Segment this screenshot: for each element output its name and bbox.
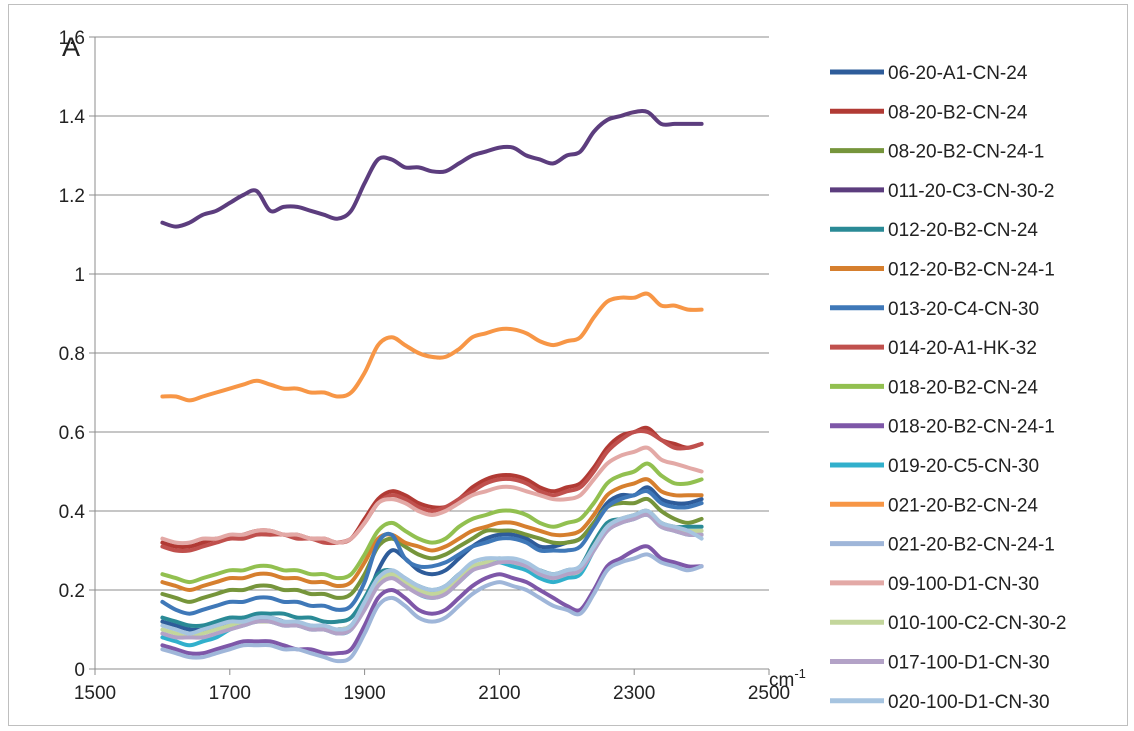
- legend: 06-20-A1-CN-24 08-20-B2-CN-24 08-20-B2-CN-…: [830, 63, 1066, 713]
- series-line-14: [160, 445, 704, 546]
- legend-item-label: 012-20-B2-CN-24-1: [888, 260, 1055, 281]
- series-line-17: [160, 508, 704, 636]
- legend-item-label: 013-20-C4-CN-30: [888, 299, 1039, 320]
- series-line-7: [160, 489, 704, 616]
- y-tick-label: 0.2: [59, 581, 85, 602]
- series-line-12: [160, 291, 704, 403]
- axes: 0 0.2 0.4 0.6 0.8 1 1.2 1.4 1.6 1500 1700 1900 2100 2…: [59, 28, 791, 704]
- series-line-4: [160, 109, 704, 229]
- series-line-13: [160, 552, 704, 664]
- y-tick-label: 1.6: [59, 28, 85, 49]
- y-tick-label: 1.4: [59, 107, 86, 128]
- legend-item-label: 019-20-C5-CN-30: [888, 456, 1039, 477]
- series-line-8: [160, 429, 704, 554]
- legend-item-label: 010-100-C2-CN-30-2: [888, 613, 1066, 634]
- y-tick-label: 1.2: [59, 186, 85, 207]
- legend-item-label: 018-20-B2-CN-24: [888, 377, 1038, 398]
- legend-item-label: 012-20-B2-CN-24: [888, 220, 1038, 241]
- chart-frame: [8, 4, 1128, 726]
- legend-item-label: 011-20-C3-CN-30-2: [888, 181, 1055, 202]
- series-line-16: [160, 512, 704, 640]
- series-line-9: [160, 461, 704, 585]
- y-tick-label: 0: [74, 660, 85, 681]
- corner-label: A: [62, 32, 80, 62]
- y-tick-label: 0.4: [59, 502, 86, 523]
- legend-item-label: 021-20-B2-CN-24: [888, 495, 1038, 516]
- legend-item-label: 08-20-B2-CN-24-1: [888, 142, 1044, 163]
- y-tick-label: 0.6: [59, 423, 85, 444]
- x-axis-unit: cm: [769, 670, 794, 691]
- series-line-10: [160, 544, 704, 656]
- x-axis-unit-superscript: -1: [794, 666, 806, 681]
- y-tick-label: 0.8: [59, 344, 85, 365]
- x-tick-label: 1700: [209, 683, 251, 704]
- legend-item-label: 020-100-D1-CN-30: [888, 692, 1050, 713]
- legend-item-label: 021-20-B2-CN-24-1: [888, 535, 1055, 556]
- legend-item-label: 017-100-D1-CN-30: [888, 653, 1050, 674]
- legend-item-label: 06-20-A1-CN-24: [888, 63, 1028, 84]
- x-tick-label: 2100: [478, 683, 520, 704]
- legend-item-label: 018-20-B2-CN-24-1: [888, 417, 1055, 438]
- legend-item-label: 08-20-B2-CN-24: [888, 102, 1028, 123]
- series-line-6: [160, 477, 704, 592]
- legend-item-label: 09-100-D1-CN-30: [888, 574, 1039, 595]
- x-axis-label: cm-1: [769, 666, 806, 691]
- legend-item-label: 014-20-A1-HK-32: [888, 338, 1037, 359]
- grid-lines: [95, 36, 769, 591]
- x-tick-label: 1500: [74, 683, 116, 704]
- y-tick-label: 1: [74, 265, 85, 286]
- series-lines: [160, 109, 704, 664]
- x-tick-label: 2500: [748, 683, 790, 704]
- x-tick-label: 1900: [343, 683, 385, 704]
- x-tick-label: 2300: [613, 683, 655, 704]
